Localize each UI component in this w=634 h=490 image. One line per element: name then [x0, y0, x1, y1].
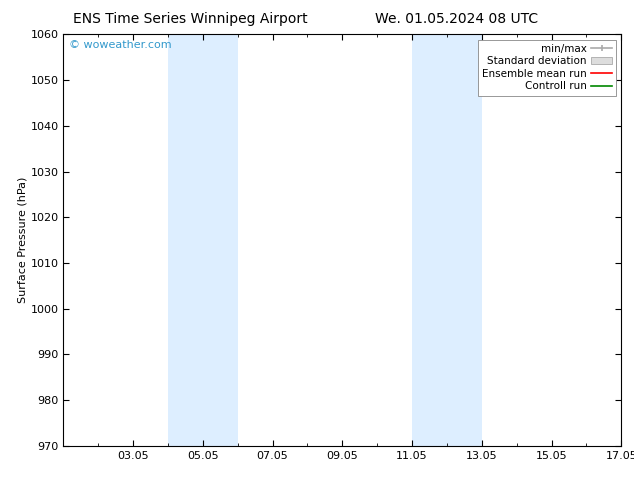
Text: © woweather.com: © woweather.com — [69, 41, 172, 50]
Y-axis label: Surface Pressure (hPa): Surface Pressure (hPa) — [18, 177, 28, 303]
Text: We. 01.05.2024 08 UTC: We. 01.05.2024 08 UTC — [375, 12, 538, 26]
Bar — [412, 34, 482, 446]
Bar — [168, 34, 238, 446]
Text: ENS Time Series Winnipeg Airport: ENS Time Series Winnipeg Airport — [73, 12, 307, 26]
Legend: min/max, Standard deviation, Ensemble mean run, Controll run: min/max, Standard deviation, Ensemble me… — [478, 40, 616, 96]
